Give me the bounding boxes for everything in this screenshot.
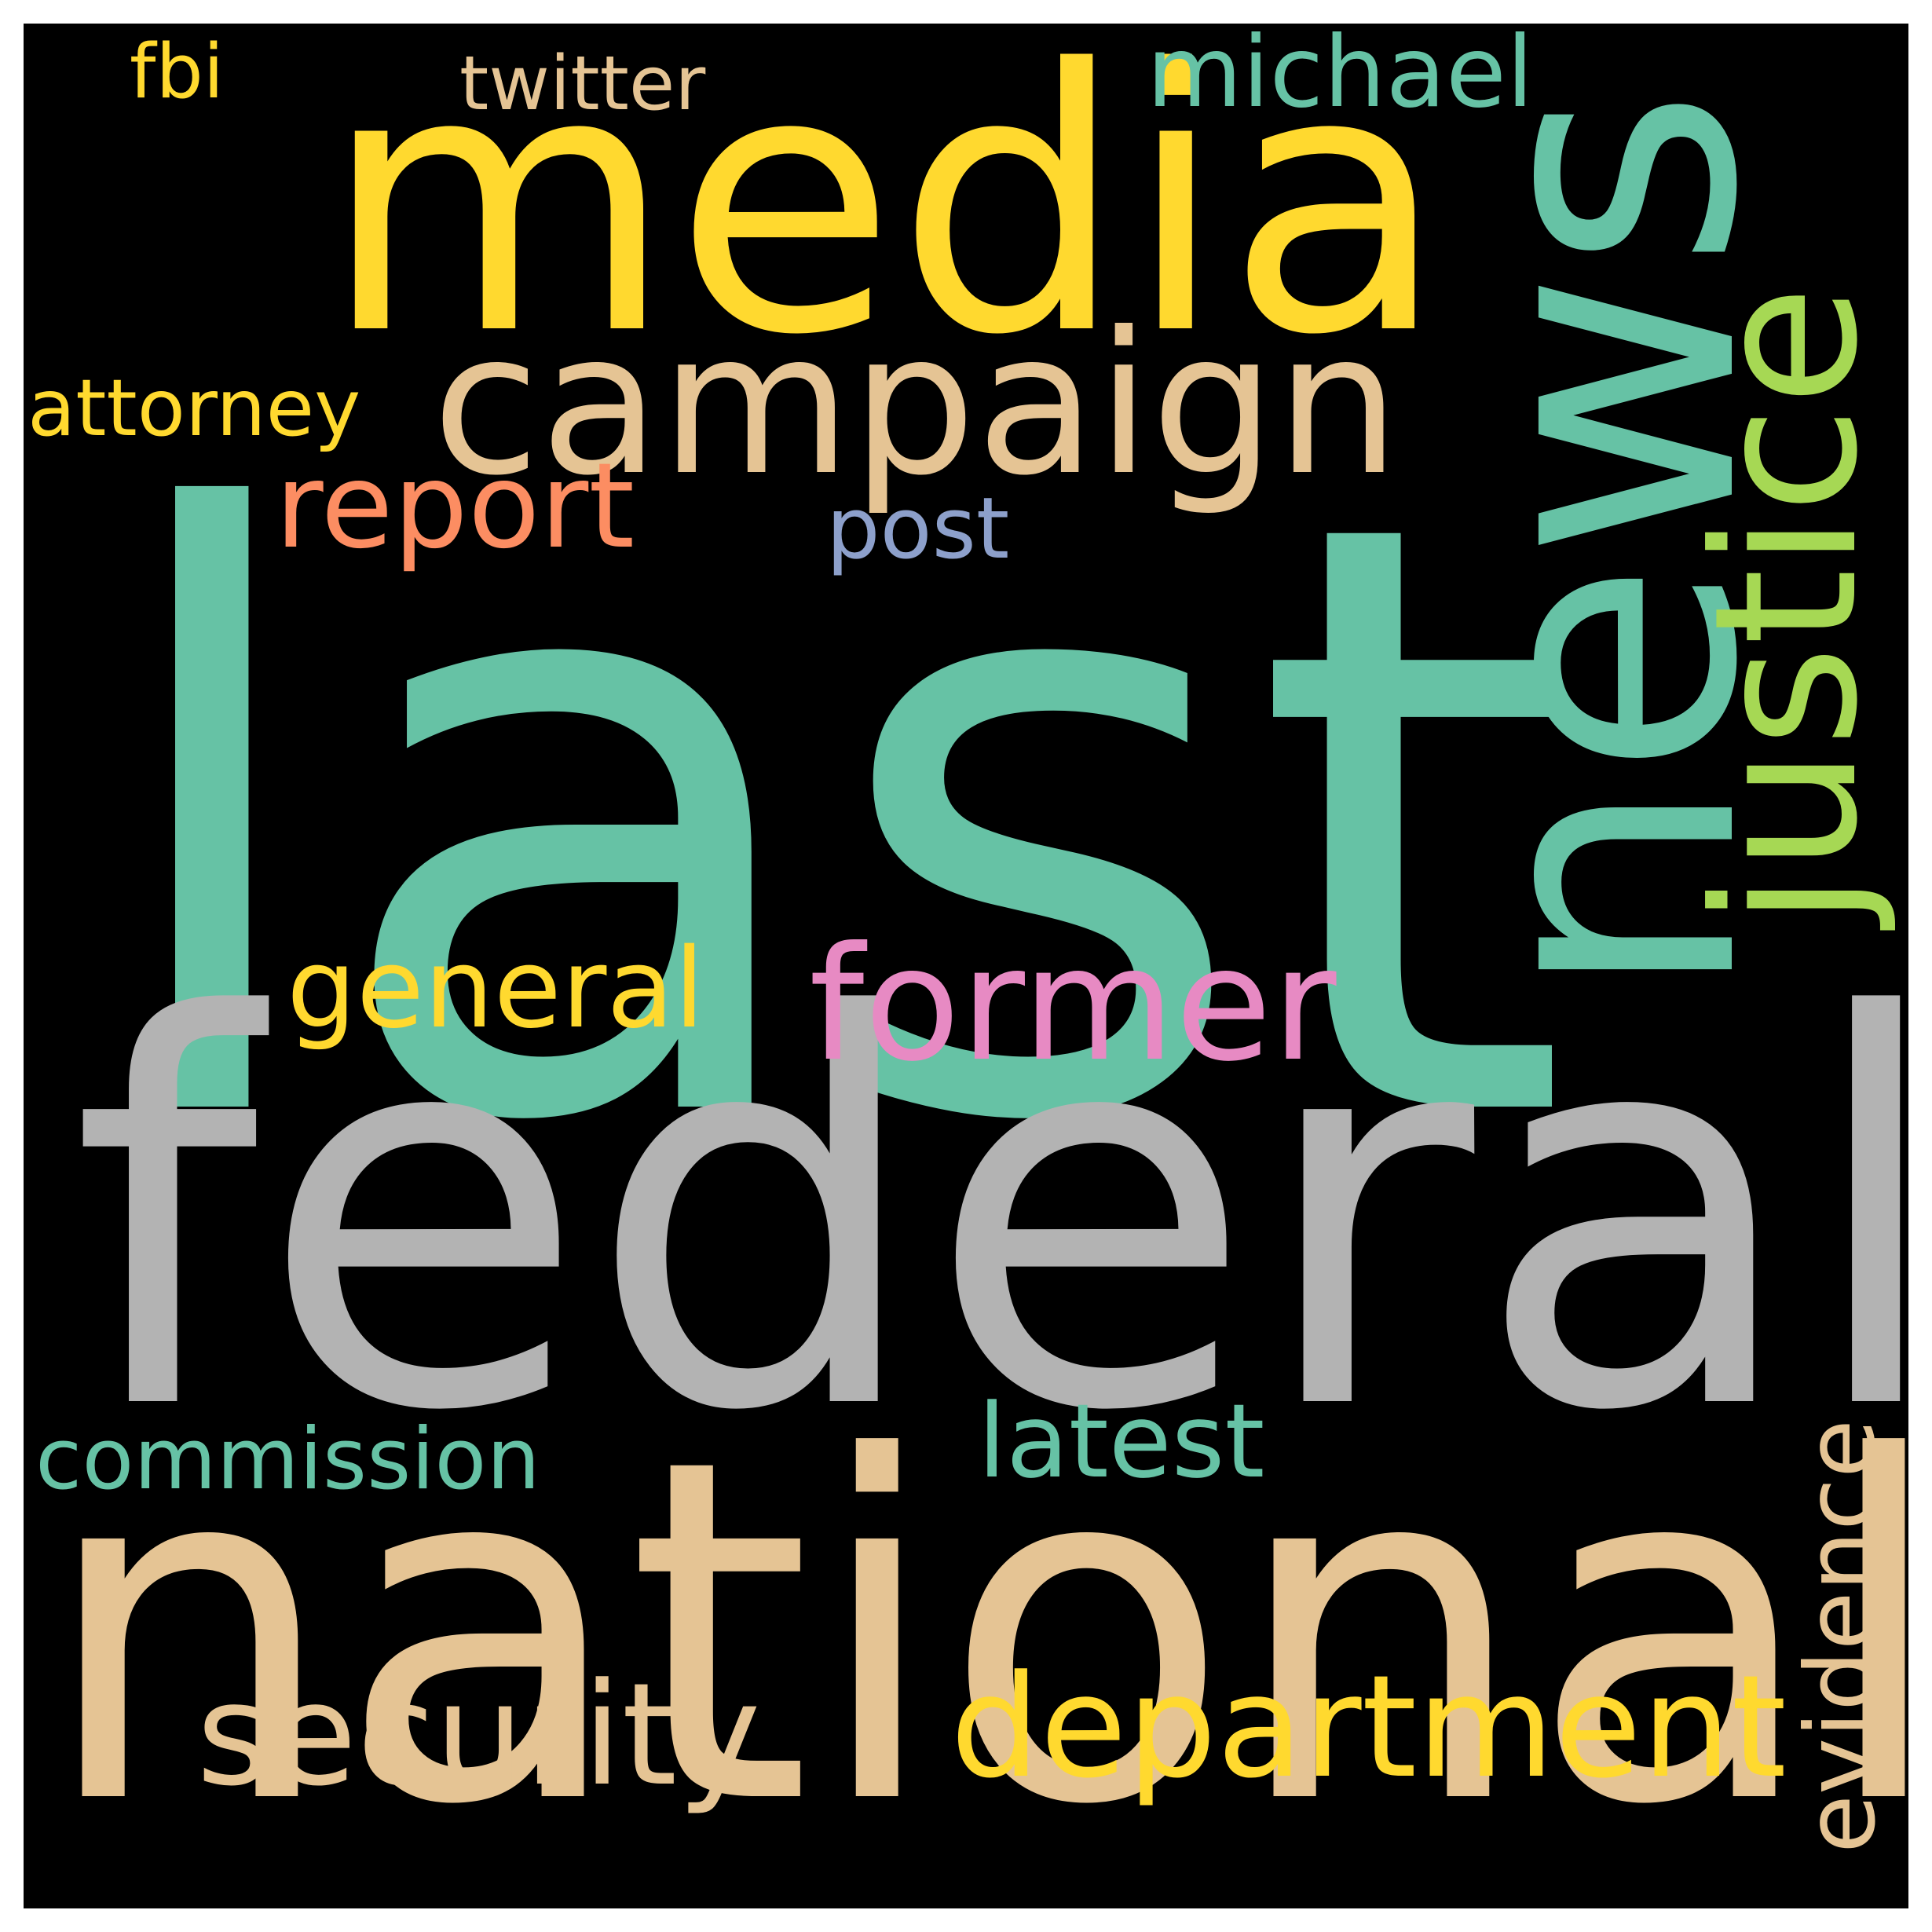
word-department: department: [950, 1645, 1787, 1809]
word-twitter: twitter: [459, 41, 706, 127]
word-post: post: [826, 480, 1010, 578]
word-campaign: campaign: [432, 290, 1400, 518]
word-report: report: [275, 438, 635, 575]
word-last: last: [98, 349, 1572, 1300]
word-media: media: [322, 24, 1447, 414]
word-cloud: last federal national media campaign for…: [24, 24, 1908, 1908]
word-attorney: attorney: [27, 362, 361, 454]
word-justice: justice: [1672, 285, 1901, 927]
word-michael: michael: [1147, 24, 1534, 130]
word-commission: commission: [35, 1411, 540, 1509]
word-former: former: [809, 913, 1337, 1096]
word-security: security: [196, 1653, 761, 1817]
word-evidence: evidence: [1785, 1418, 1897, 1853]
word-federal: federal: [71, 906, 1908, 1528]
word-fbi: fbi: [130, 29, 225, 115]
word-latest: latest: [978, 1381, 1265, 1501]
word-national: national: [39, 1359, 1908, 1908]
word-general: general: [287, 925, 705, 1053]
